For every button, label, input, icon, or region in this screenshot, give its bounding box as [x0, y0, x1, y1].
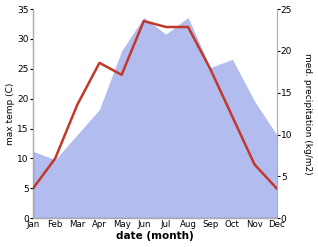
Y-axis label: max temp (C): max temp (C)	[5, 82, 15, 145]
X-axis label: date (month): date (month)	[116, 231, 194, 242]
Y-axis label: med. precipitation (kg/m2): med. precipitation (kg/m2)	[303, 53, 313, 174]
